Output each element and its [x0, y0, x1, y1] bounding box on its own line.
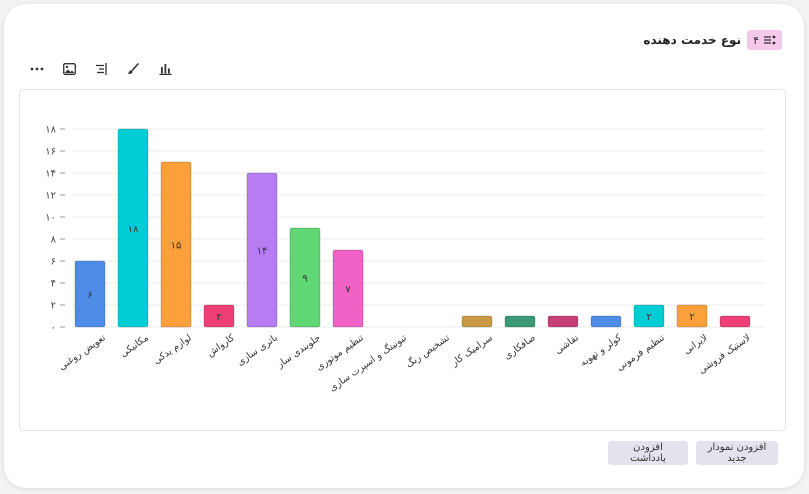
badge-count: ۴	[753, 33, 759, 47]
bar[interactable]	[289, 227, 321, 328]
image-button[interactable]	[60, 60, 78, 78]
bar-value-label: ۱۴	[257, 246, 268, 257]
more-icon	[30, 67, 44, 71]
card-header: ۴ نوع خدمت دهنده	[643, 30, 782, 50]
bar-chart: ۰ ۲ ۴ ۶ ۸ ۱۰ ۱۲ ۱۴ ۱۶ ۱۸ ۶ تعویض روغنی ۱۸ مکانیکی ۱۵ لو…	[45, 125, 765, 394]
y-tick-label: ۴	[51, 279, 56, 290]
bar-value-label: ۲	[689, 312, 694, 323]
y-tick-label: ۱۲	[45, 191, 56, 202]
bar-value-label: ۶	[87, 290, 92, 301]
x-tick-label: باتری سازی	[235, 332, 280, 368]
x-tick-label: تنظیم فرمونی	[615, 332, 667, 373]
bar[interactable]	[332, 249, 364, 328]
add-note-button[interactable]: افزودن یادداشت	[608, 441, 688, 465]
bar[interactable]	[547, 315, 579, 328]
y-tick-label: ۱۶	[45, 147, 56, 158]
bar[interactable]	[74, 260, 106, 328]
bar[interactable]	[633, 304, 665, 328]
y-tick-label: ۰	[51, 323, 56, 334]
add-chart-button[interactable]: افزودن نمودار جدید	[696, 441, 778, 465]
chart-area: ۰ ۲ ۴ ۶ ۸ ۱۰ ۱۲ ۱۴ ۱۶ ۱۸ ۶ تعویض روغنی ۱۸ مکانیکی ۱۵ لو…	[19, 89, 786, 431]
bar[interactable]	[117, 128, 149, 328]
y-tick-label: ۱۰	[45, 213, 56, 224]
y-tick-label: ۱۸	[45, 125, 56, 136]
y-tick-label: ۶	[51, 257, 56, 268]
align-button[interactable]	[92, 60, 110, 78]
bar[interactable]	[504, 315, 536, 328]
bar[interactable]	[676, 304, 708, 328]
bar-value-label: ۲	[216, 312, 221, 323]
image-icon	[62, 63, 76, 75]
x-tick-label: لوازم یدکی	[151, 332, 193, 366]
x-tick-label: تیونینگ و اسپرت سازی	[327, 331, 409, 394]
y-tick-label: ۲	[51, 301, 56, 312]
x-tick-label: تشخیص رنگ	[403, 331, 452, 370]
bar[interactable]	[719, 315, 751, 328]
bar[interactable]	[160, 161, 192, 328]
bar[interactable]	[461, 315, 493, 328]
list-icon	[764, 35, 776, 45]
x-tick-label: سرامیک کار	[449, 332, 495, 369]
bar[interactable]	[590, 315, 622, 328]
field-badge[interactable]: ۴	[747, 30, 782, 50]
y-tick-label: ۱۴	[45, 169, 56, 180]
bar-value-label: ۹	[302, 274, 307, 285]
brush-button[interactable]	[124, 60, 142, 78]
chart-toolbar	[28, 60, 174, 78]
x-tick-label: مکانیکی	[118, 332, 150, 359]
bar-value-label: ۱۵	[171, 241, 182, 252]
x-tick-label: لایرانی	[682, 332, 710, 356]
align-icon	[96, 63, 107, 75]
x-tick-label: تعویض روغنی	[57, 332, 108, 372]
bar-value-label: ۷	[345, 285, 351, 296]
chart-type-button[interactable]	[156, 60, 174, 78]
x-tick-label: کارواش	[205, 332, 237, 359]
bar[interactable]	[203, 304, 235, 328]
bar-value-label: ۲	[646, 312, 651, 323]
chart-card: ۴ نوع خدمت دهنده	[4, 4, 804, 488]
bar-chart-icon	[159, 64, 171, 75]
bar-value-label: ۱۸	[128, 224, 139, 235]
x-tick-label: نقاشی	[553, 332, 581, 356]
y-tick-label: ۸	[51, 235, 57, 246]
more-button[interactable]	[28, 60, 46, 78]
action-buttons: افزودن نمودار جدید افزودن یادداشت	[608, 441, 778, 465]
bar[interactable]	[246, 172, 278, 328]
brush-icon	[128, 63, 139, 74]
page-title: نوع خدمت دهنده	[643, 33, 742, 47]
x-tick-label: صافکاری	[502, 332, 538, 361]
